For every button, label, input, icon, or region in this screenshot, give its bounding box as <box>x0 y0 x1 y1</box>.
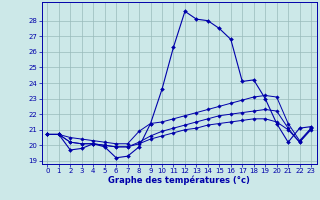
X-axis label: Graphe des températures (°c): Graphe des températures (°c) <box>108 176 250 185</box>
